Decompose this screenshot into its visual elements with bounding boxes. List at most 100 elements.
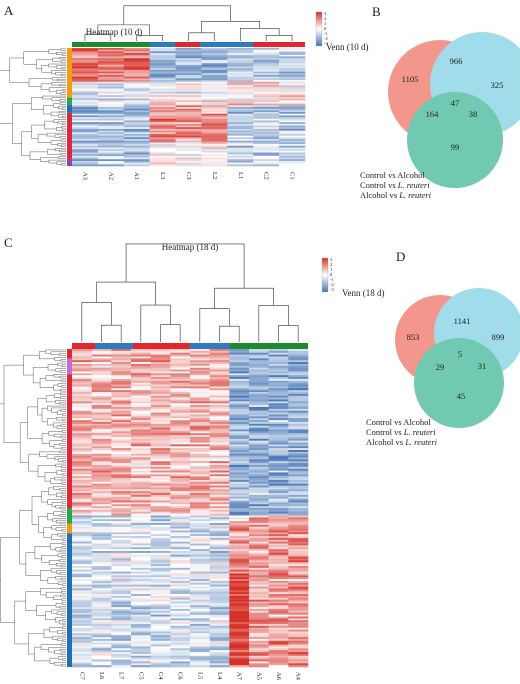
heatmap-cell bbox=[72, 85, 99, 88]
heatmap-cell bbox=[268, 558, 289, 561]
heatmap-cell bbox=[279, 159, 306, 162]
heatmap-cell bbox=[149, 152, 176, 155]
heatmap-cell bbox=[150, 472, 171, 475]
heatmap-cell bbox=[229, 622, 250, 625]
heatmap-cell bbox=[253, 103, 280, 106]
heatmap-cells bbox=[72, 349, 309, 668]
heatmap-cell bbox=[249, 397, 269, 400]
heatmap-cell bbox=[279, 147, 306, 150]
heatmap-cell bbox=[268, 472, 289, 475]
heatmap-cell bbox=[249, 644, 269, 647]
heatmap-cell bbox=[227, 96, 254, 99]
heatmap-cell bbox=[150, 618, 171, 621]
heatmap-cell bbox=[72, 444, 92, 447]
heatmap-cell bbox=[97, 137, 125, 140]
heatmap-cell bbox=[190, 612, 210, 615]
heatmap-cell bbox=[229, 610, 250, 614]
heatmap-cell bbox=[253, 71, 280, 74]
heatmap-cell bbox=[227, 113, 254, 116]
heatmap-cell bbox=[150, 421, 171, 425]
heatmap-cell bbox=[288, 435, 309, 438]
legend-species: L. reuteri bbox=[404, 437, 437, 447]
heatmap-cell bbox=[249, 661, 269, 664]
heatmap-cell bbox=[249, 487, 269, 490]
heatmap-cell bbox=[268, 433, 289, 436]
heatmap-cell bbox=[72, 100, 99, 103]
dendrogram-branch bbox=[54, 456, 66, 461]
heatmap-cell bbox=[288, 594, 309, 597]
column-label: C3 bbox=[185, 172, 192, 180]
heatmap-cell bbox=[288, 352, 309, 355]
heatmap-cell bbox=[268, 541, 289, 544]
heatmap-cell bbox=[268, 648, 289, 651]
dendrogram-branch bbox=[48, 49, 61, 54]
heatmap-cell bbox=[249, 565, 269, 569]
dendrogram-branch bbox=[58, 111, 66, 114]
heatmap-cell bbox=[91, 633, 112, 636]
heatmap-cell bbox=[209, 610, 230, 614]
heatmap-cell bbox=[72, 95, 99, 98]
heatmap-cell bbox=[170, 515, 191, 518]
dendrogram-branch bbox=[57, 553, 66, 557]
heatmap-cell bbox=[123, 144, 150, 147]
heatmap-cell bbox=[72, 384, 92, 387]
heatmap-cell bbox=[170, 623, 191, 627]
heatmap-cell bbox=[170, 444, 191, 447]
heatmap-cell bbox=[229, 545, 250, 548]
heatmap-cell bbox=[268, 556, 289, 559]
heatmap-cell bbox=[209, 418, 230, 421]
heatmap-cell bbox=[249, 478, 269, 481]
heatmap-cell bbox=[209, 403, 230, 406]
dendrogram-branch bbox=[51, 70, 66, 74]
heatmap-cell bbox=[288, 382, 309, 385]
heatmap-cell bbox=[268, 412, 289, 415]
dendrogram-branch bbox=[44, 120, 57, 130]
dendrogram-branch bbox=[48, 647, 66, 653]
heatmap-cell bbox=[149, 157, 176, 160]
heatmap-cell bbox=[253, 76, 280, 79]
heatmap-cell bbox=[190, 360, 210, 363]
heatmap-cell bbox=[149, 117, 176, 120]
heatmap-cell bbox=[131, 588, 151, 591]
heatmap-cell bbox=[268, 528, 289, 531]
heatmap-cell bbox=[72, 145, 99, 148]
heatmap-cell bbox=[131, 425, 151, 428]
heatmap-cell bbox=[279, 120, 306, 123]
heatmap-cell bbox=[72, 155, 99, 158]
heatmap-cell bbox=[131, 440, 151, 443]
dendrogram-branch bbox=[61, 469, 66, 472]
heatmap-cell bbox=[279, 90, 306, 93]
heatmap-cell bbox=[150, 431, 171, 434]
heatmap-cell bbox=[268, 451, 289, 455]
heatmap-cell bbox=[249, 534, 269, 537]
heatmap-cell bbox=[209, 380, 230, 383]
heatmap-cell bbox=[170, 464, 191, 468]
heatmap-cell bbox=[72, 601, 92, 604]
heatmap-cell bbox=[170, 595, 191, 599]
heatmap-cell bbox=[111, 378, 132, 382]
heatmap-cell bbox=[175, 107, 202, 109]
heatmap-cell bbox=[72, 558, 92, 561]
heatmap-cell bbox=[91, 472, 112, 475]
venn-count: 899 bbox=[492, 332, 505, 342]
heatmap-cell bbox=[72, 504, 92, 507]
heatmap-cell bbox=[111, 528, 132, 531]
heatmap-cell bbox=[227, 101, 254, 104]
heatmap-cell bbox=[190, 595, 210, 599]
heatmap-cell bbox=[149, 63, 176, 66]
heatmap-cell bbox=[227, 91, 254, 94]
heatmap-cell bbox=[91, 446, 112, 449]
heatmap-cell bbox=[123, 103, 150, 106]
heatmap-cell bbox=[268, 429, 289, 432]
heatmap-cell bbox=[150, 384, 171, 387]
heatmap-cell bbox=[97, 95, 125, 98]
heatmap-cell bbox=[190, 655, 210, 658]
heatmap-cell bbox=[190, 446, 210, 449]
heatmap-cell bbox=[111, 629, 132, 632]
heatmap-cell bbox=[288, 476, 309, 479]
heatmap-cell bbox=[91, 526, 112, 529]
heatmap-cell bbox=[149, 90, 176, 93]
heatmap-cell bbox=[253, 80, 280, 83]
heatmap-cell bbox=[209, 508, 230, 511]
heatmap-cell bbox=[253, 127, 280, 130]
